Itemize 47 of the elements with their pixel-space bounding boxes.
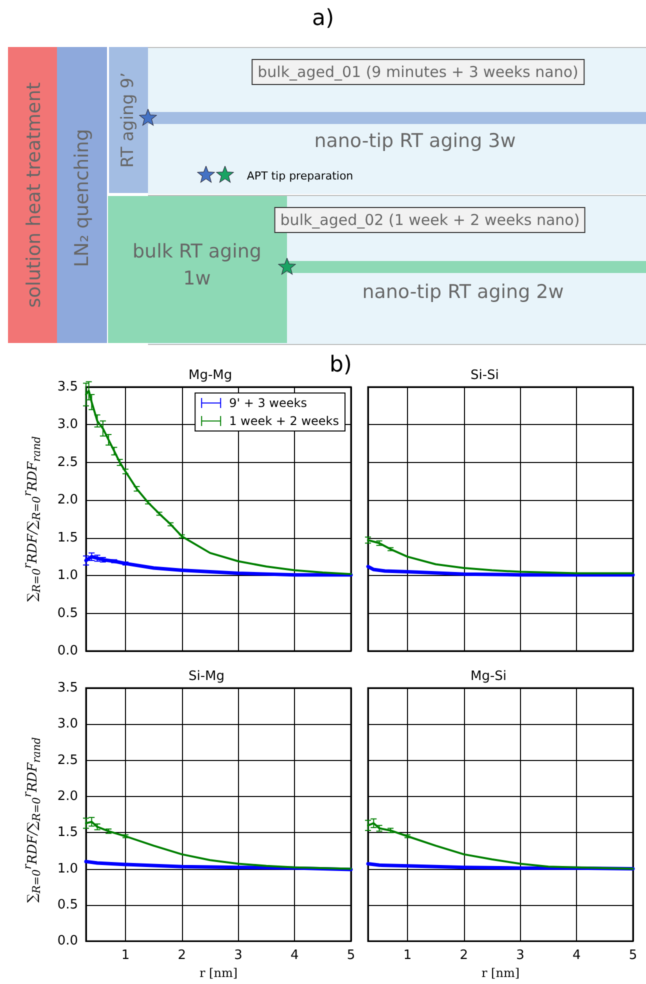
text: bulk RT aging 1w — [132, 239, 262, 291]
x-tick-label: 5 — [346, 948, 356, 964]
chart-title: Mg-Si — [470, 669, 507, 684]
y-tick-label: 1.5 — [57, 530, 78, 546]
x-axis-title: r [nm] — [481, 966, 520, 980]
text: APT tip preparation — [246, 170, 354, 182]
text: solution heat treatment — [23, 82, 45, 308]
legend-label: 9' + 3 weeks — [229, 396, 307, 410]
x-tick-label: 1 — [121, 948, 130, 964]
y-tick-label: 1.0 — [57, 568, 78, 584]
line-series — [85, 820, 352, 870]
chart-title: Si-Si — [470, 368, 499, 383]
text: nano-tip RT aging 2w — [362, 281, 564, 303]
x-tick-label: 1 — [403, 948, 412, 964]
legend-label: 1 week + 2 weeks — [229, 414, 340, 428]
x-tick-label: 3 — [234, 948, 242, 964]
y-tick-label: 0.5 — [57, 606, 78, 621]
y-tick-label: 2.5 — [57, 752, 78, 768]
x-tick-label: 2 — [460, 948, 468, 964]
x-tick-label: 5 — [628, 948, 638, 964]
text: RT aging 9’ — [118, 72, 138, 168]
chart-title: Si-Mg — [188, 669, 225, 684]
x-tick-label: 4 — [290, 948, 299, 964]
y-tick-label: 3.0 — [57, 716, 78, 732]
text: bulk_aged_02 (1 week + 2 weeks nano) — [274, 207, 586, 233]
text: bulk_aged_01 (9 minutes + 3 weeks nano) — [252, 59, 584, 85]
text: b) — [329, 352, 352, 378]
text: nano-tip RT aging 3w — [314, 130, 516, 152]
y-tick-label: 2.0 — [57, 788, 78, 804]
y-tick-label: 3.0 — [57, 417, 78, 432]
y-tick-label: 3.5 — [57, 680, 78, 696]
y-tick-label: 0.0 — [57, 644, 78, 658]
y-tick-label: 2.0 — [57, 492, 78, 508]
text: LN₂ quenching — [71, 128, 93, 268]
x-axis-title: r [nm] — [199, 966, 238, 980]
line-series — [84, 554, 353, 577]
x-tick-label: 4 — [572, 948, 581, 964]
chart-title: Mg-Mg — [188, 368, 232, 383]
y-tick-label: 1.5 — [57, 825, 78, 840]
x-tick-label: 3 — [516, 948, 524, 964]
x-tick-label: 2 — [178, 948, 186, 964]
y-tick-label: 0.5 — [57, 897, 78, 912]
text: a) — [312, 6, 334, 31]
y-tick-label: 0.0 — [57, 934, 78, 949]
y-tick-label: 2.5 — [57, 454, 78, 470]
y-tick-label: 3.5 — [57, 380, 78, 394]
y-tick-label: 1.0 — [57, 861, 78, 876]
